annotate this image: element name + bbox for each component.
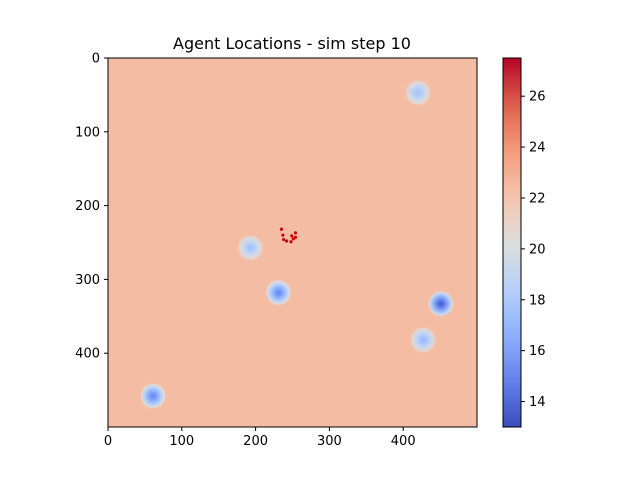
y-tick-label: 0 — [92, 52, 100, 67]
y-tick-label: 100 — [75, 125, 100, 140]
colorbar-tick-label: 26 — [529, 90, 546, 105]
colorbar-tick-label: 16 — [529, 344, 546, 359]
agent-point — [293, 231, 298, 235]
y-tick-label: 300 — [75, 273, 100, 288]
cold-spot — [264, 278, 293, 307]
agent-point — [293, 235, 298, 239]
y-tick-label: 400 — [75, 347, 100, 362]
colorbar-tick-label: 14 — [529, 395, 546, 410]
agent-point — [284, 239, 289, 243]
colorbar: 14 16 18 20 22 24 26 — [502, 57, 546, 428]
y-tick-label: 200 — [75, 199, 100, 214]
agent-point — [290, 234, 294, 238]
colorbar-tick-label: 20 — [529, 242, 546, 257]
cold-spot — [236, 233, 265, 262]
colorbar-tick-label: 18 — [529, 293, 546, 308]
colorbar-tick-label: 22 — [529, 191, 546, 206]
agent-point — [281, 233, 285, 237]
heatmap-background — [108, 58, 477, 427]
x-tick-label: 300 — [317, 434, 342, 449]
x-tick-label: 0 — [104, 434, 112, 449]
chart-title: Agent Locations - sim step 10 — [173, 34, 411, 53]
heatmap-plot: 0 100 200 300 400 0 100 200 300 400 — [75, 52, 478, 449]
x-tick-label: 100 — [169, 434, 194, 449]
colorbar-tick-label: 24 — [529, 141, 546, 156]
cold-spot — [403, 78, 432, 107]
cold-spot — [139, 382, 168, 411]
colorbar-gradient — [502, 57, 522, 428]
agent-point — [279, 227, 284, 231]
cold-spots — [139, 78, 455, 411]
cold-spot — [426, 289, 455, 318]
agent-point — [282, 237, 286, 242]
cold-spot — [409, 325, 438, 354]
agent-points — [279, 227, 298, 244]
agent-point — [289, 240, 293, 244]
x-tick-label: 400 — [391, 434, 416, 449]
x-tick-label: 200 — [243, 434, 268, 449]
plot-frame — [107, 57, 478, 428]
